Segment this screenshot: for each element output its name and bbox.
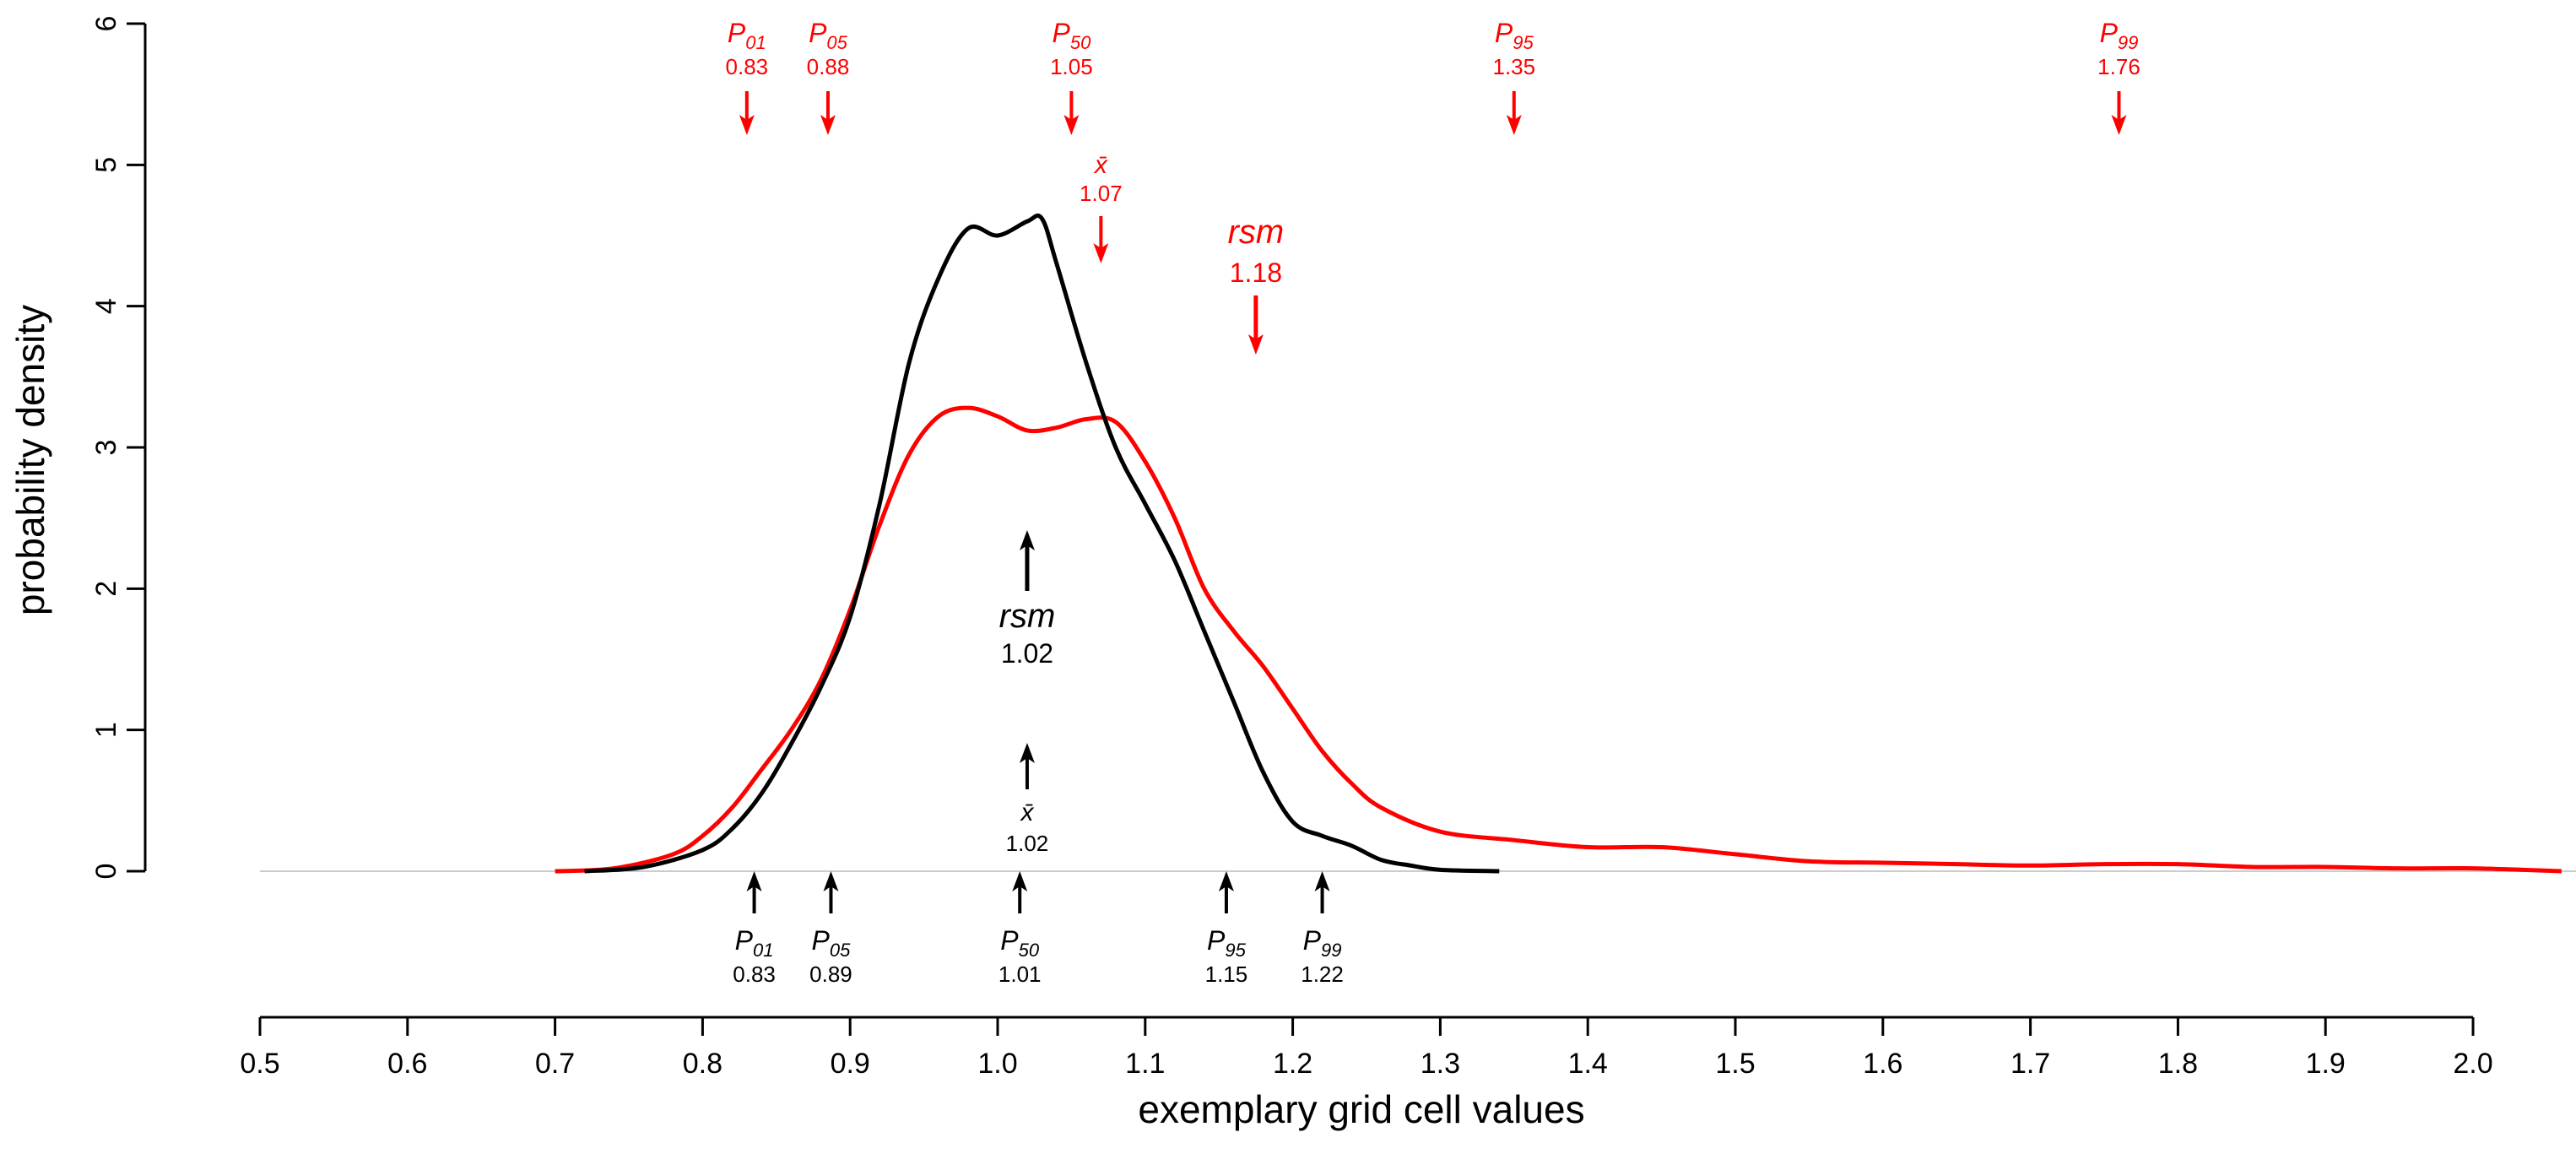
x-tick-label: 0.5 [240, 1048, 279, 1080]
x-axis: 0.5 0.6 0.7 0.8 0.9 1.0 1.1 1.2 1.3 1.4 1.5 1.6 1.7 1… [240, 1016, 2493, 1080]
annotation-value: 1.22 [1301, 962, 1344, 987]
y-axis: 0 1 2 3 4 5 6 [90, 16, 147, 880]
annotation-label: P01 [728, 18, 766, 53]
x-tick-label: 1.7 [2010, 1048, 2050, 1080]
x-tick-label: 2.0 [2453, 1048, 2492, 1080]
annotation-label: P05 [809, 18, 848, 53]
annotation-value: 0.83 [733, 962, 776, 987]
x-tick-label: 1.4 [1568, 1048, 1608, 1080]
y-tick-label: 5 [90, 157, 122, 173]
red-arrow-head [1063, 115, 1080, 135]
annotation-label: x̄ [1019, 799, 1034, 826]
red-arrow-head [2111, 115, 2127, 135]
annotation-label: P99 [1303, 925, 1342, 961]
annotation-value: 1.05 [1050, 54, 1093, 79]
red-arrow-head [1093, 243, 1109, 263]
y-tick-label: 0 [90, 864, 122, 880]
annotation-value: 1.18 [1230, 257, 1282, 288]
annotation-label: P05 [812, 925, 852, 961]
annotation-value: 1.02 [1006, 831, 1049, 856]
red-annotation: x̄1.07 [1080, 151, 1123, 263]
density-line-black [584, 213, 1500, 874]
black-arrow-head [1019, 530, 1035, 550]
annotation-label: P99 [2100, 18, 2139, 53]
x-tick-label: 1.5 [1715, 1048, 1755, 1080]
percentile-annotations: P010.83P050.88P501.05P951.35P991.76x̄1.0… [726, 18, 2140, 987]
annotation-label: P01 [735, 925, 774, 961]
annotation-value: 1.35 [1492, 54, 1535, 79]
x-tick-label: 1.3 [1421, 1048, 1460, 1080]
annotation-value: 0.83 [726, 54, 769, 79]
annotation-value: 1.07 [1080, 181, 1123, 206]
annotation-label: rsm [1228, 214, 1285, 251]
x-axis-label: exemplary grid cell values [1138, 1087, 1584, 1131]
red-arrow-head [1506, 115, 1522, 135]
annotation-label: P95 [1495, 18, 1534, 53]
annotation-label: P50 [1000, 925, 1040, 961]
x-tick-label: 0.6 [387, 1048, 427, 1080]
black-arrow-head [1218, 871, 1234, 891]
x-tick-label: 1.0 [977, 1048, 1017, 1080]
red-arrow-head [739, 115, 755, 135]
annotation-label: P50 [1052, 18, 1091, 53]
density-line-red [555, 405, 2562, 874]
black-arrow-head [1012, 871, 1028, 891]
y-tick-label: 3 [90, 440, 122, 456]
x-tick-label: 0.7 [535, 1048, 575, 1080]
y-tick-label: 2 [90, 581, 122, 597]
x-tick-label: 1.2 [1273, 1048, 1312, 1080]
y-tick-label: 4 [90, 298, 122, 314]
black-arrow-head [1314, 871, 1330, 891]
y-tick-label: 1 [90, 722, 122, 738]
annotation-value: 1.15 [1205, 962, 1248, 987]
black-arrow-head [823, 871, 839, 891]
annotation-value: 0.88 [807, 54, 850, 79]
annotation-label: P95 [1207, 925, 1247, 961]
annotation-value: 1.76 [2097, 54, 2140, 79]
annotation-value: 0.89 [809, 962, 852, 987]
x-tick-label: 0.8 [683, 1048, 722, 1080]
red-annotation: rsm 1.18 [1228, 214, 1285, 355]
x-tick-label: 1.8 [2158, 1048, 2198, 1080]
annotation-value: 1.02 [1001, 638, 1053, 669]
annotation-value: 1.01 [998, 962, 1042, 987]
y-axis-label: probability density [8, 305, 52, 615]
annotation-label: x̄ [1093, 151, 1108, 179]
x-tick-label: 1.1 [1125, 1048, 1165, 1080]
black-arrow-head [1019, 743, 1035, 763]
black-annotation: x̄ 1.02 [1006, 743, 1049, 856]
x-tick-label: 1.6 [1863, 1048, 1902, 1080]
annotation-label: rsm [999, 598, 1056, 635]
density-curves [555, 213, 2562, 874]
black-arrow-head [746, 871, 762, 891]
x-tick-label: 1.9 [2306, 1048, 2346, 1080]
red-arrow-head [1247, 334, 1264, 355]
y-tick-label: 6 [90, 16, 122, 32]
red-arrow-head [820, 115, 836, 135]
x-tick-label: 0.9 [831, 1048, 870, 1080]
